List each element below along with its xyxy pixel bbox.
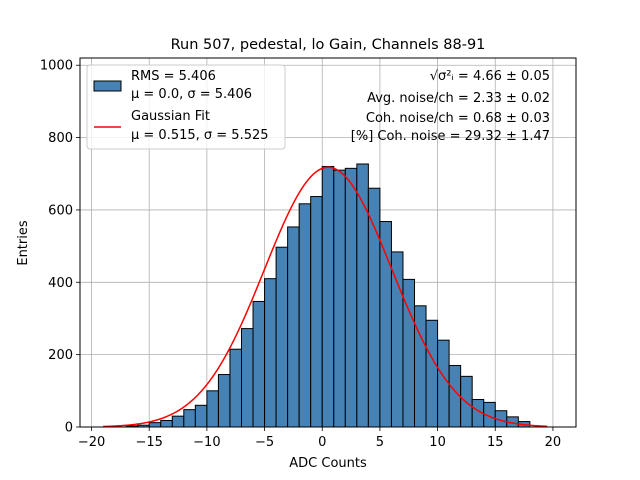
histogram-bar <box>252 300 266 428</box>
avg-noise-per-channel: Avg. noise/ch = 2.33 ± 0.02 <box>367 91 550 106</box>
coh-noise-label: Coh. noise/ch <box>366 111 454 126</box>
y-axis-ticks: 0 200 400 600 800 1000 <box>40 59 80 436</box>
histogram-bar <box>160 419 173 428</box>
histogram-bar <box>183 409 196 428</box>
histogram-bar <box>437 339 450 428</box>
histogram-bar <box>298 203 312 428</box>
coh-noise-percent-value: = 29.32 ± 1.47 <box>446 129 550 144</box>
coherent-noise-per-channel: Coh. noise/ch = 0.68 ± 0.03 <box>366 111 550 126</box>
coh-noise-value: = 0.68 ± 0.03 <box>454 111 550 126</box>
x-tick-label: 20 <box>545 435 562 450</box>
legend-histogram-swatch <box>93 80 122 92</box>
y-tick-label: 800 <box>48 131 73 146</box>
y-tick-label: 200 <box>48 348 73 363</box>
histogram-bar <box>264 278 277 428</box>
chart-title: Run 507, pedestal, lo Gain, Channels 88-… <box>171 37 486 53</box>
avg-noise-label: Avg. noise/ch <box>367 91 454 106</box>
histogram-bar <box>171 415 185 428</box>
gaussian-fit <box>103 166 548 428</box>
legend-fit-stats: μ = 0.515, σ = 5.525 <box>131 128 269 143</box>
histogram-bars <box>125 163 531 428</box>
noise-summary: √σ²ᵢ = 4.66 ± 0.05 Avg. noise/ch = 2.33 … <box>351 69 550 144</box>
legend-histogram-stats: μ = 0.0, σ = 5.406 <box>131 87 252 102</box>
y-axis-label: Entries <box>16 220 31 266</box>
noise-total-sigma: √σ²ᵢ = 4.66 ± 0.05 <box>430 69 550 84</box>
histogram-bar <box>148 422 162 428</box>
histogram-bar <box>217 374 231 428</box>
histogram-bar <box>333 169 346 428</box>
histogram-bar <box>344 167 358 428</box>
x-tick-label: 0 <box>318 435 326 450</box>
legend-histogram-label: RMS = 5.406 <box>131 69 216 84</box>
x-tick-label: 5 <box>376 435 384 450</box>
histogram-bar <box>425 319 439 428</box>
histogram-bar <box>310 196 323 428</box>
y-tick-label: 0 <box>65 421 73 436</box>
y-tick-label: 600 <box>48 203 73 218</box>
histogram-bar <box>206 390 219 428</box>
x-tick-label: 15 <box>487 435 504 450</box>
x-tick-label: 10 <box>429 435 446 450</box>
gaussian-fit-curve <box>103 166 548 428</box>
noise-total-sigma-value: = 4.66 ± 0.05 <box>454 69 550 84</box>
histogram-bar <box>194 404 208 428</box>
x-tick-label: −10 <box>193 435 220 450</box>
histogram-bar <box>275 246 289 428</box>
x-axis-label: ADC Counts <box>289 456 367 471</box>
histogram-bar <box>240 328 254 428</box>
avg-noise-value: = 2.33 ± 0.02 <box>454 91 550 106</box>
histogram-bar <box>321 166 335 428</box>
histogram-bar <box>367 187 381 428</box>
legend: RMS = 5.406 μ = 0.0, σ = 5.406 Gaussian … <box>86 64 286 150</box>
legend-box <box>86 64 286 150</box>
y-tick-label: 400 <box>48 276 73 291</box>
histogram-bar <box>287 226 300 428</box>
x-axis-ticks: −20 −15 −10 −5 0 5 10 15 20 <box>78 427 561 450</box>
coh-noise-percent-label: [%] Coh. noise <box>351 129 446 144</box>
x-tick-label: −15 <box>135 435 162 450</box>
x-tick-label: −5 <box>255 435 274 450</box>
plot-frame <box>79 57 577 428</box>
y-tick-label: 1000 <box>40 59 73 74</box>
histogram-bar <box>229 348 242 428</box>
histogram-bar <box>390 251 404 428</box>
histogram-bar <box>414 305 427 428</box>
coherent-noise-percent: [%] Coh. noise = 29.32 ± 1.47 <box>351 129 550 144</box>
x-tick-label: −20 <box>78 435 105 450</box>
legend-fit-label: Gaussian Fit <box>131 109 210 124</box>
noise-total-sigma-label: √σ²ᵢ <box>430 69 454 84</box>
